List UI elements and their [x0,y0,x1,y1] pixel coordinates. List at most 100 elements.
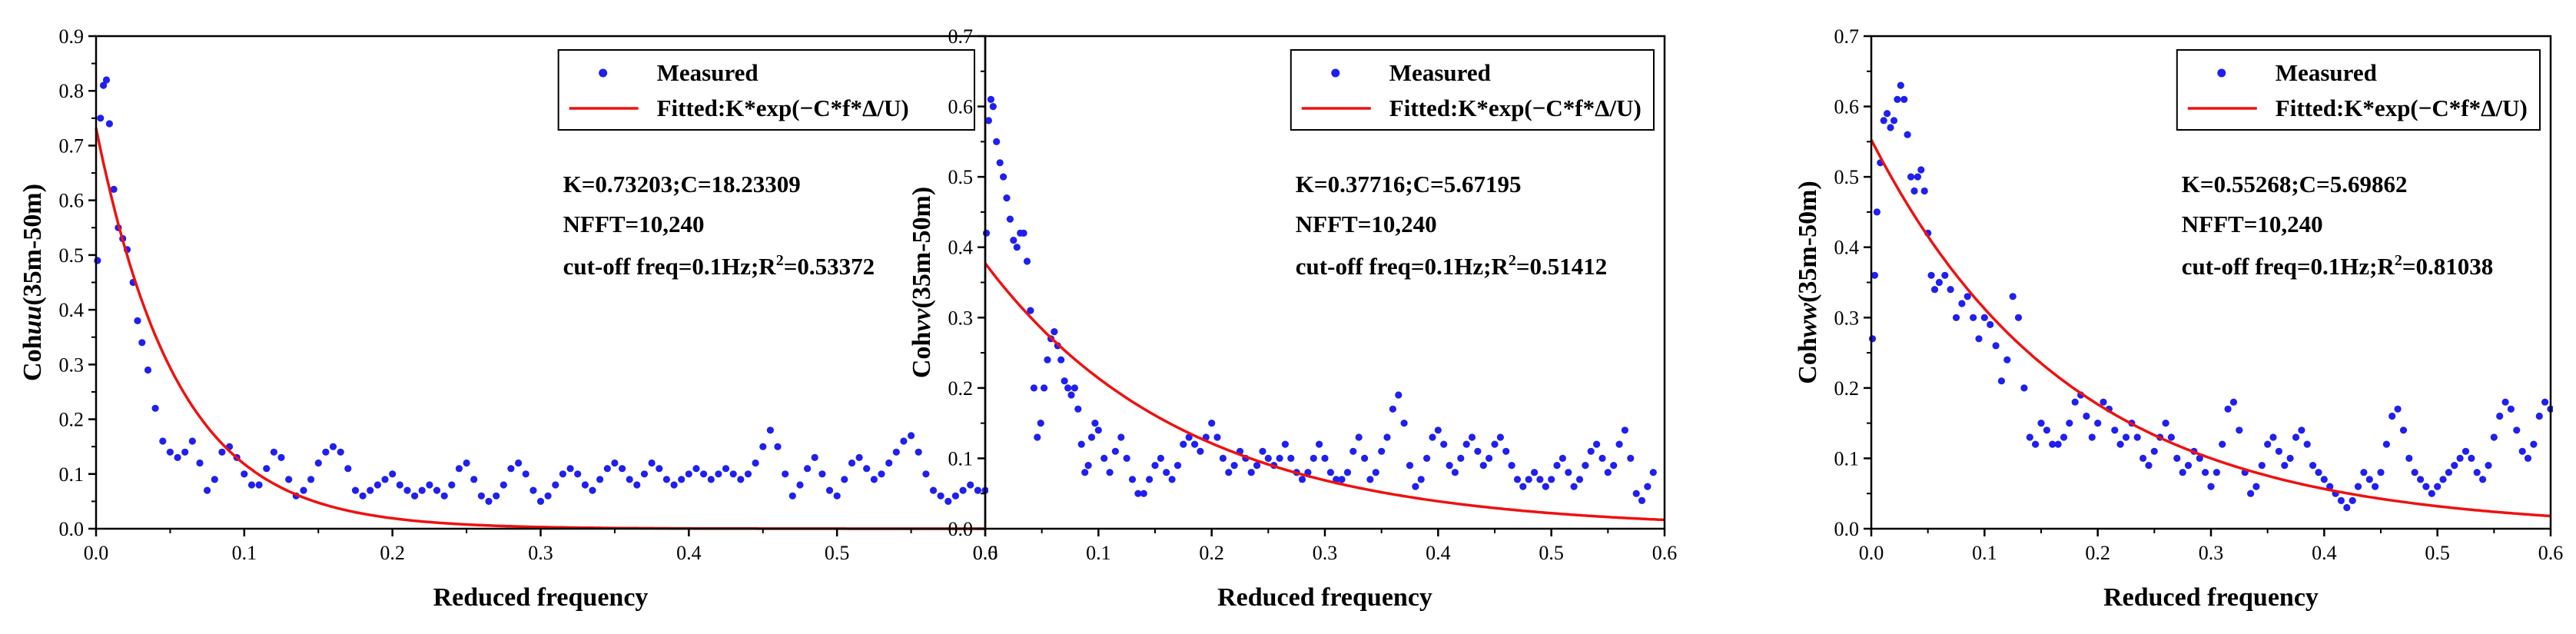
y-axis-label-component: uu [18,306,47,335]
measured-point [515,459,523,467]
measured-point [2094,420,2102,427]
measured-point [2394,405,2402,413]
measured-point [1513,476,1522,483]
measured-point [2451,462,2458,470]
measured-point [2009,293,2017,300]
measured-point [1927,271,1935,279]
measured-point [1644,483,1651,490]
measured-point [2399,427,2408,434]
measured-point [626,476,633,483]
measured-point [1298,476,1306,483]
y-tick-label: 0.1 [59,463,85,486]
x-tick-label: 0.2 [2085,542,2110,564]
fitted-curve [984,262,1665,522]
measured-point [581,481,589,489]
x-tick-label: 0.3 [1313,542,1338,564]
measured-point [2133,433,2141,441]
legend: Measured Fitted:K*exp(−C*f*Δ/U) [557,49,975,131]
r2-superscript: 2 [1509,252,1516,269]
measured-point [2439,476,2447,483]
measured-point [2518,447,2526,455]
measured-point [937,492,944,500]
measured-point [2196,454,2203,463]
measured-point [1468,433,1476,441]
measured-point [263,465,271,473]
measured-point [1531,469,1539,476]
measured-point [922,470,930,478]
measured-point [1627,454,1635,463]
measured-point [188,437,196,445]
measured-point [2258,462,2266,470]
measured-point [796,481,804,489]
legend-box [2176,49,2541,131]
measured-point [596,476,604,483]
measured-point [1910,187,1918,195]
measured-point [633,481,641,489]
measured-point [359,492,367,500]
measured-point [2501,398,2509,406]
measured-point [2252,483,2260,490]
measured-point [1000,173,1007,181]
measured-point [2116,440,2124,448]
measured-point [603,465,611,473]
measured-point [1570,483,1578,490]
measured-point [1061,377,1068,385]
measured-point [455,465,463,473]
measured-point [656,465,663,473]
measured-point [2320,476,2328,483]
measured-point [2229,398,2238,406]
measured-point [1071,384,1078,392]
measured-point [833,492,841,500]
legend-marker-measured [2217,68,2226,78]
y-tick-label: 0.4 [1834,237,1860,259]
measured-point [1316,440,1323,448]
measured-point [1897,81,1904,89]
measured-point [1661,0,1668,4]
x-tick-label: 0.6 [2538,542,2564,564]
measured-point [2541,398,2549,406]
measured-point [944,497,952,506]
measured-point [996,159,1004,167]
measured-point [2088,433,2096,441]
measured-point [766,427,775,434]
fitted-curve [95,128,985,530]
measured-point [959,486,967,494]
measured-point [870,476,878,483]
y-tick-label: 0.1 [948,447,974,470]
measured-point [841,476,848,483]
y-axis-label-component: ww [1794,303,1822,338]
measured-point [2162,420,2169,427]
measured-point [2054,440,2062,448]
measured-point [1406,462,1414,470]
measured-point [900,437,908,445]
legend-label-measured: Measured [2276,59,2377,86]
measured-point [2382,440,2390,448]
measured-point [2111,427,2119,434]
measured-point [685,470,692,478]
legend: Measured Fitted:K*exp(−C*f*Δ/U) [2176,49,2541,131]
measured-point [1230,462,1238,470]
measured-point [1383,433,1391,441]
fit-parameters: K=0.55268;C=5.69862 [2182,171,2408,198]
measured-point [744,470,752,478]
measured-point [2122,433,2130,441]
measured-point [2298,427,2305,434]
legend-marker-measured [1331,68,1340,78]
measured-point [1548,476,1555,483]
annotation: K=0.55268;C=5.69862 NFFT=10,240 cut-off fr… [2182,171,2493,280]
measured-point [2372,483,2379,490]
annotation: K=0.37716;C=5.67195 NFFT=10,240 cut-off fr… [1296,171,1607,280]
measured-point [2309,462,2317,470]
measured-point [477,492,486,500]
x-axis-label: Reduced frequency [1217,583,1432,612]
legend-box [557,49,975,131]
measured-point [507,465,515,473]
measured-point [1400,420,1408,427]
measured-point [1064,384,1072,392]
measured-point [403,486,411,494]
measured-point [211,476,218,483]
y-axis-label-prefix: Coh [908,332,936,379]
measured-point [1034,433,1041,441]
measured-point [181,448,189,456]
measured-point [1361,454,1369,463]
